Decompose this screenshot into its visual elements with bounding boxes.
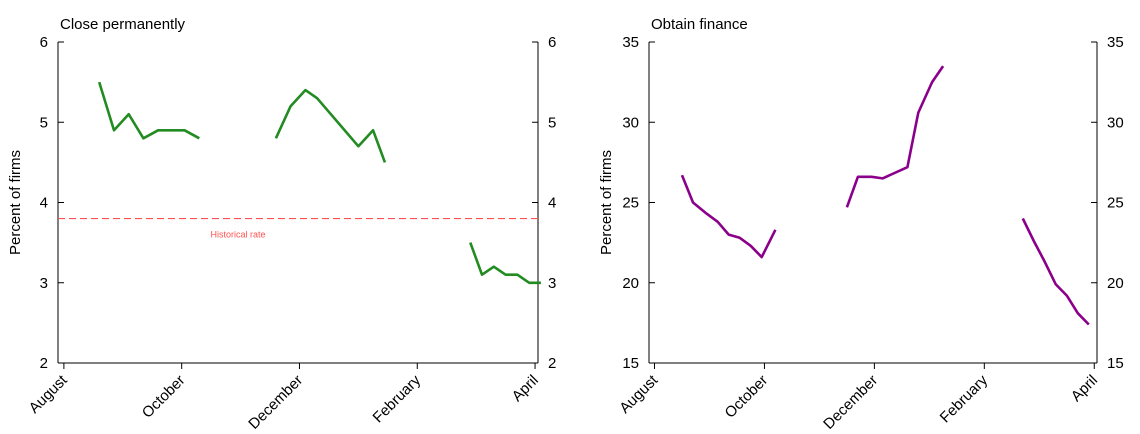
chart-title: Close permanently bbox=[60, 16, 186, 33]
y-tick-label-right: 30 bbox=[1107, 114, 1124, 131]
y-tick-label-right: 4 bbox=[548, 195, 556, 212]
series-line-segment-1 bbox=[680, 174, 777, 259]
chart-title: Obtain finance bbox=[651, 16, 748, 33]
x-tick-label: December bbox=[820, 372, 881, 433]
x-tick-label: October bbox=[722, 372, 772, 422]
y-tick-label-right: 15 bbox=[1107, 355, 1124, 372]
y-tick-label-right: 5 bbox=[548, 114, 556, 131]
y-tick-label-right: 3 bbox=[548, 275, 556, 292]
x-tick-label: April bbox=[509, 372, 542, 405]
y-tick-label-left: 30 bbox=[622, 114, 639, 131]
series-line-segment-2 bbox=[845, 65, 945, 208]
reference-line-label: Historical rate bbox=[210, 230, 265, 240]
y-tick-label-left: 15 bbox=[622, 355, 639, 372]
y-tick-label-left: 20 bbox=[622, 275, 639, 292]
series-line-segment-1 bbox=[97, 81, 200, 140]
chart-panel-2: Obtain finance 15 15 20 20 25 25 30 30 35 35 Percen… bbox=[598, 16, 1124, 433]
chart-panel-1: Close permanently 2 2 3 3 4 4 5 5 6 6 Percent of fi… bbox=[7, 16, 556, 433]
x-tick-label: August bbox=[26, 371, 72, 417]
y-tick-label-left: 5 bbox=[40, 114, 48, 131]
y-axis-label: Percent of firms bbox=[7, 150, 24, 255]
series-line-segment-3 bbox=[469, 242, 541, 285]
series-line-segment-2 bbox=[274, 88, 387, 163]
y-tick-label-right: 35 bbox=[1107, 34, 1124, 51]
x-tick-label: December bbox=[245, 372, 306, 433]
series-line-segment-3 bbox=[1021, 217, 1090, 326]
y-tick-label-left: 25 bbox=[622, 195, 639, 212]
y-axis-label: Percent of firms bbox=[598, 150, 615, 255]
y-tick-label-left: 3 bbox=[40, 275, 48, 292]
y-tick-label-left: 35 bbox=[622, 34, 639, 51]
y-tick-label-right: 25 bbox=[1107, 195, 1124, 212]
y-tick-label-left: 4 bbox=[40, 195, 48, 212]
y-tick-label-right: 6 bbox=[548, 34, 556, 51]
x-tick-label: April bbox=[1068, 372, 1101, 405]
y-tick-label-right: 2 bbox=[548, 355, 556, 372]
x-tick-label: February bbox=[937, 371, 992, 426]
y-tick-label-right: 20 bbox=[1107, 275, 1124, 292]
x-tick-label: August bbox=[616, 371, 662, 417]
x-tick-label: February bbox=[370, 371, 425, 426]
y-tick-label-left: 2 bbox=[40, 355, 48, 372]
y-tick-label-left: 6 bbox=[40, 34, 48, 51]
x-tick-label: October bbox=[139, 372, 189, 422]
